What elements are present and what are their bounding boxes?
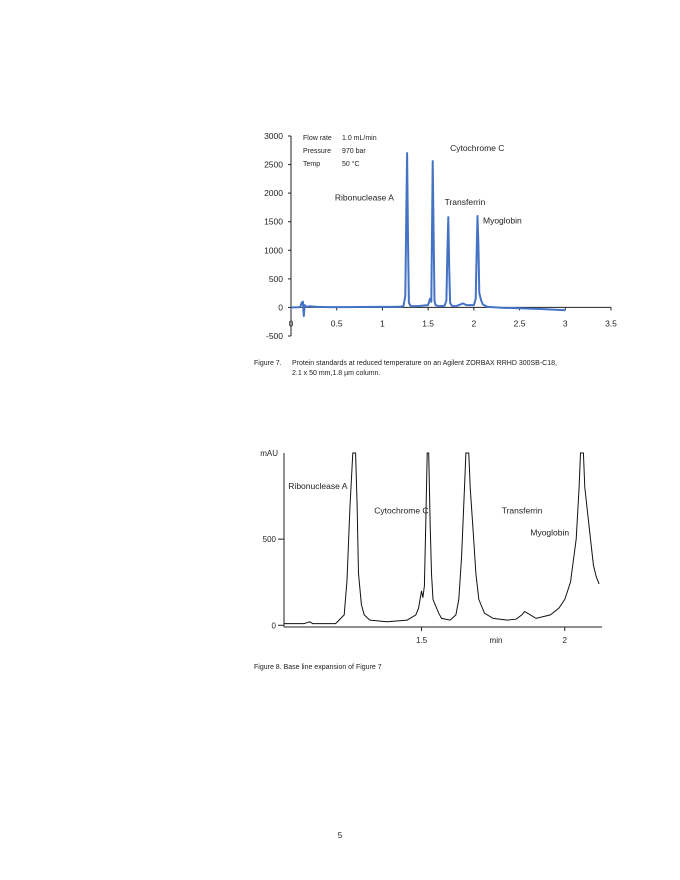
x-tick-label: 1.5 [416, 636, 428, 645]
peak-label: Cytochrome C [450, 143, 504, 153]
figure8-axes: mAU 500 0 1.5 2 min [260, 449, 602, 645]
figure7-caption-number: Figure 7. [254, 360, 282, 367]
y-tick-label: 500 [263, 535, 277, 544]
condition-label: Flow rate [303, 135, 332, 142]
figure8-chart: mAU 500 0 1.5 2 min Ribonuclease A Cytochrome … [260, 449, 602, 645]
figure8-caption: Figure 8. Base line expansion of Figure … [254, 664, 382, 671]
y-tick-label: -500 [266, 331, 283, 341]
x-tick-label: 1.5 [422, 318, 434, 328]
y-tick-label: 0 [278, 302, 283, 312]
peak-label: Myoglobin [530, 528, 569, 538]
figure7-caption-line1: Protein standards at reduced temperature… [292, 360, 557, 367]
peak-label: Transferrin [445, 197, 486, 207]
y-tick-label: 2000 [264, 188, 283, 198]
figure7-axes: 3000 2500 2000 1500 1000 500 0 -500 0 0.5 1 1.5 2 2.5… [264, 131, 617, 341]
y-axis-unit: mAU [260, 449, 278, 458]
x-tick-label: 3 [563, 318, 568, 328]
peak-label: Transferrin [502, 505, 543, 515]
page-number: 5 [337, 831, 343, 840]
x-axis-unit: min [490, 636, 503, 645]
y-tick-label: 2500 [264, 160, 283, 170]
figure7-peak-labels: Cytochrome C Ribonuclease A Transferrin Myo… [335, 143, 522, 226]
figure7-chart: 3000 2500 2000 1500 1000 500 0 -500 0 0.5 1 1.5 2 2.5… [264, 131, 617, 341]
condition-label: Pressure [303, 148, 331, 155]
x-tick-label: 2.5 [514, 318, 526, 328]
condition-value: 1.0 mL/min [342, 135, 377, 142]
figure8-peak-labels: Ribonuclease A Cytochrome C Transferrin Myo… [288, 481, 569, 538]
figure7-conditions-table: Flow rate 1.0 mL/min Pressure 970 bar Temp 50… [303, 135, 377, 168]
x-tick-label: 1 [380, 318, 385, 328]
y-tick-label: 1000 [264, 245, 283, 255]
y-tick-label: 500 [269, 274, 283, 284]
y-tick-label: 0 [272, 621, 277, 630]
x-tick-label: 0.5 [331, 318, 343, 328]
x-tick-label: 3.5 [605, 318, 617, 328]
peak-label: Ribonuclease A [335, 193, 394, 203]
figure7-chromatogram-line [291, 152, 566, 317]
condition-value: 970 bar [342, 148, 366, 155]
x-tick-label: 0 [289, 318, 294, 328]
condition-label: Temp [303, 161, 320, 168]
x-tick-label: 2 [471, 318, 476, 328]
y-tick-label: 1500 [264, 217, 283, 227]
peak-label: Cytochrome C [374, 505, 428, 515]
figure7-caption-line2: 2.1 x 50 mm,1.8 µm column. [292, 370, 381, 377]
peak-label: Ribonuclease A [288, 481, 347, 491]
y-tick-label: 3000 [264, 131, 283, 141]
figure7-caption: Figure 7. Protein standards at reduced te… [254, 359, 614, 379]
x-tick-label: 2 [563, 636, 568, 645]
condition-value: 50 °C [342, 160, 360, 168]
peak-label: Myoglobin [483, 215, 522, 225]
figure8-chromatogram-line [284, 452, 600, 625]
